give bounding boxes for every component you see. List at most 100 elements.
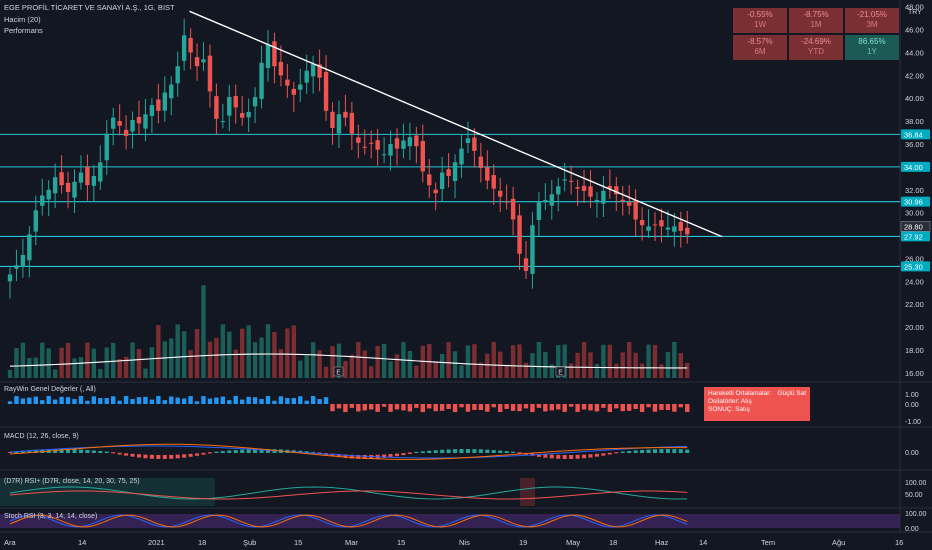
candle-body — [581, 185, 587, 191]
volume-bar — [143, 368, 148, 378]
ma-value: Güçlü Sat — [777, 390, 806, 397]
volume-bar — [601, 344, 606, 378]
volume-bar — [407, 350, 413, 378]
macd-hist-bar — [149, 454, 154, 459]
raywin-bar — [104, 398, 109, 404]
volume-bar — [575, 352, 580, 378]
volume-bar — [91, 348, 97, 378]
candle-body — [330, 111, 335, 128]
candle-body — [652, 224, 658, 226]
volume-bar — [665, 352, 671, 378]
raywin-bar — [659, 404, 664, 410]
d7r-label[interactable]: (D7R) RSI+ (D7R, close, 14, 20, 30, 75, … — [4, 478, 140, 485]
x-axis-label: May — [566, 538, 580, 547]
candle-body — [59, 172, 64, 186]
volume-bar — [685, 363, 690, 378]
candle-body — [14, 265, 19, 269]
performance-period: 3M — [866, 20, 878, 29]
macd-hist-bar — [549, 454, 554, 459]
volume-label[interactable]: Hacim (20) — [4, 15, 41, 24]
raywin-bar — [188, 396, 193, 404]
volume-bar — [98, 369, 103, 378]
performance-value: -8.75% — [803, 10, 829, 19]
macd-hist-bar — [446, 449, 451, 453]
level-tag — [901, 161, 930, 172]
volume-bar — [298, 360, 303, 378]
raywin-bar — [510, 404, 516, 411]
volume-ma-line — [9, 353, 688, 369]
raywin-bar — [349, 404, 355, 408]
volume-bar — [543, 351, 548, 378]
stoch-axis-label: 100.00 — [905, 511, 927, 518]
candle-body — [252, 97, 258, 107]
candle-body — [678, 221, 683, 231]
candle-body — [568, 180, 574, 182]
macd-hist-bar — [504, 451, 509, 453]
raywin-bar — [452, 404, 458, 413]
volume-bar — [381, 343, 387, 378]
macd-hist-bar — [78, 449, 83, 453]
performance-label[interactable]: Performans — [4, 26, 43, 35]
macd-hist-bar — [556, 454, 561, 459]
macd-hist-bar — [401, 453, 406, 456]
macd-hist-bar — [459, 449, 464, 453]
raywin-bar — [594, 404, 600, 412]
volume-bar — [20, 342, 26, 378]
candle-body — [349, 112, 355, 134]
candle-body — [220, 121, 226, 123]
macd-hist-bar — [59, 449, 64, 453]
candle-body — [685, 227, 690, 235]
raywin-bar — [252, 397, 258, 404]
price-tick-label: 16.00 — [905, 369, 924, 378]
volume-bar — [233, 349, 238, 378]
candle-body — [104, 133, 109, 161]
raywin-bar — [543, 404, 548, 412]
macd-hist-bar — [678, 449, 683, 453]
earnings-marker-label: E — [558, 370, 563, 377]
price-tick-label: 20.00 — [905, 323, 924, 332]
candle-body — [169, 84, 174, 99]
candle-body — [465, 138, 471, 144]
volume-bar — [136, 348, 142, 378]
macd-label[interactable]: MACD (12, 26, close, 9) — [4, 433, 79, 440]
earnings-marker — [555, 366, 566, 377]
raywin-bar — [111, 396, 116, 404]
macd-hist-bar — [266, 449, 270, 453]
candle-body — [33, 210, 38, 232]
candle-body — [175, 66, 180, 84]
stoch-label[interactable]: Stoch RSI (3, 3, 14, 14, close) — [4, 513, 98, 520]
candle-body — [627, 202, 632, 206]
candle-body — [143, 114, 148, 129]
candle-body — [504, 201, 509, 203]
macd-hist-bar — [124, 453, 129, 456]
raywin-label[interactable]: RayWin Genel Değerler (, All) — [4, 386, 96, 393]
raywin-bar — [46, 395, 51, 404]
candle-body — [265, 44, 271, 68]
raywin-bar — [407, 404, 413, 412]
candle-body — [52, 177, 58, 194]
macd-hist-bar — [72, 449, 77, 453]
candle-body — [78, 172, 84, 183]
volume-bar — [181, 331, 187, 378]
x-axis-label: Şub — [243, 538, 256, 547]
candle-body — [362, 146, 367, 148]
raywin-axis-label: 1.00 — [905, 392, 919, 399]
volume-bar — [162, 341, 167, 378]
raywin-bar — [227, 400, 232, 404]
volume-bar — [214, 337, 219, 378]
volume-bar — [78, 357, 84, 378]
raywin-bar — [685, 404, 690, 413]
macd-hist-bar — [175, 454, 180, 459]
performance-period: 1W — [754, 20, 766, 29]
price-tick-label: 38.00 — [905, 117, 924, 126]
volume-bar — [523, 362, 529, 378]
candle-body — [672, 226, 677, 232]
macd-hist-bar — [182, 454, 187, 458]
candle-body — [659, 220, 664, 227]
performance-value: 86.65% — [858, 37, 886, 46]
candle-body — [614, 186, 619, 195]
macd-hist-bar — [336, 454, 341, 458]
macd-signal-line — [9, 443, 688, 460]
volume-bar — [465, 345, 471, 378]
